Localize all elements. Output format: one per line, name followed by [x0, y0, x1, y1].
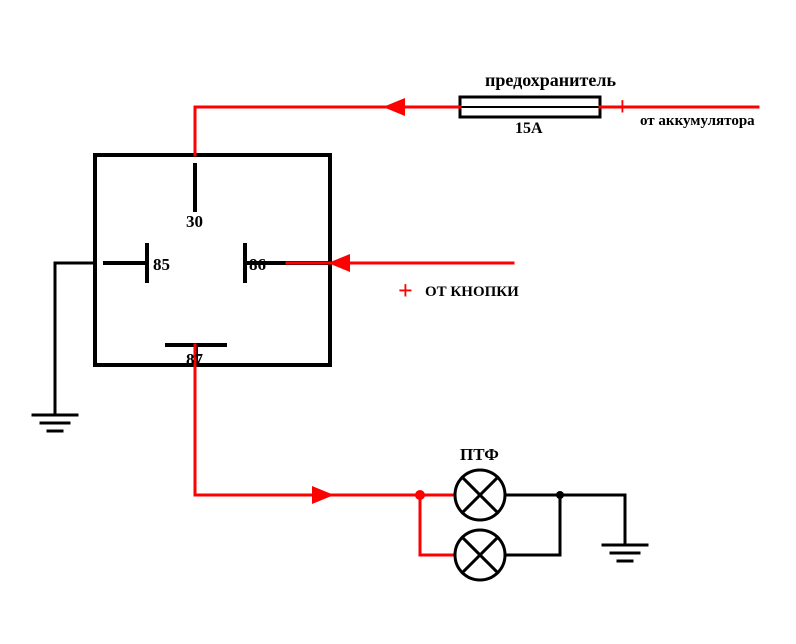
pin85-label: 85 — [153, 255, 170, 275]
from-button-label: ОТ КНОПКИ — [425, 284, 519, 301]
ptf-label: ПТФ — [460, 445, 499, 465]
fuse-title: предохранитель — [485, 70, 616, 91]
from-battery-label: от аккумулятора — [640, 113, 755, 130]
plus-battery: + — [615, 92, 630, 122]
pin30-label: 30 — [186, 212, 203, 232]
pin86-label: 86 — [249, 255, 266, 275]
circuit-diagram — [0, 0, 796, 644]
fuse-rating: 15А — [515, 120, 543, 138]
pin87-label: 87 — [186, 350, 203, 370]
plus-button: + — [398, 276, 413, 306]
